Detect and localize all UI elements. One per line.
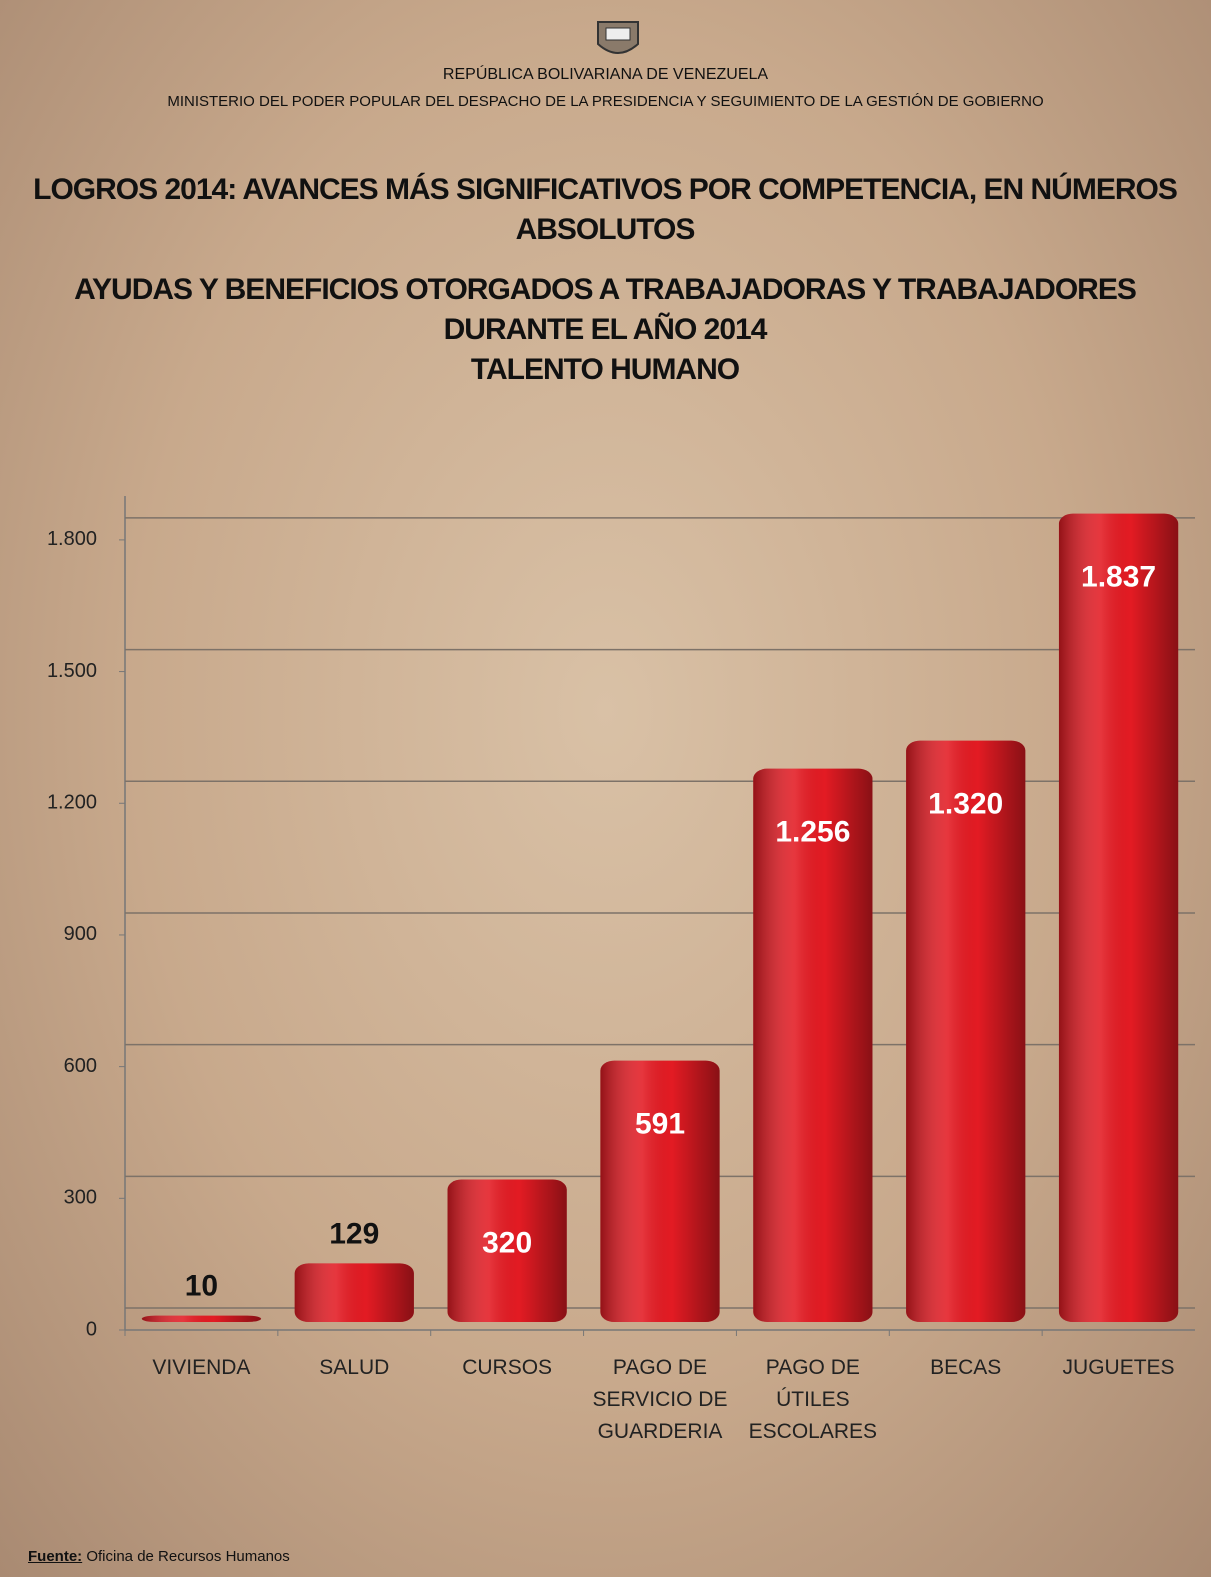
x-tick-label: SALUD	[319, 1356, 390, 1379]
source-label: Fuente:	[28, 1548, 83, 1565]
bar-group	[600, 1060, 720, 1322]
y-tick-label: 1.500	[47, 660, 97, 682]
value-label: 1.320	[928, 788, 1003, 821]
x-tick-label: BECAS	[930, 1356, 1002, 1379]
bar-group	[1058, 513, 1179, 1322]
x-tick-label: PAGO DE ÚTILES ESCOLARES	[748, 1356, 878, 1443]
bar-shade	[294, 1263, 414, 1322]
coat-of-arms	[597, 21, 639, 54]
value-label: 1.256	[775, 816, 850, 849]
value-label: 320	[482, 1226, 532, 1259]
bar-group	[447, 1179, 567, 1322]
y-tick-label: 1.200	[47, 792, 97, 814]
chart-subtitle: TALENTO HUMANO	[470, 353, 740, 386]
value-label: 129	[329, 1217, 379, 1250]
bar-group	[753, 768, 873, 1322]
bar-group	[141, 1315, 262, 1322]
value-label: 10	[185, 1270, 218, 1303]
y-tick-label: 900	[64, 923, 97, 945]
x-tick-label: PAGO DE SERVICIO DE GUARDERIA	[592, 1356, 728, 1443]
ministry: MINISTERIO DEL PODER POPULAR DEL DESPACH…	[167, 93, 1044, 110]
source-text: Oficina de Recursos Humanos	[86, 1548, 290, 1565]
bar-shade	[906, 740, 1026, 1322]
value-label: 591	[635, 1108, 685, 1141]
y-tick-label: 0	[86, 1318, 97, 1340]
source: Fuente: Oficina de Recursos Humanos	[28, 1548, 290, 1565]
y-tick-label: 1.800	[47, 528, 97, 550]
bar-shade	[447, 1179, 567, 1322]
bar-group	[906, 740, 1026, 1322]
bar-shade	[753, 768, 873, 1322]
x-tick-label: JUGUETES	[1062, 1356, 1175, 1379]
bar-shade	[141, 1315, 262, 1322]
bar-group	[294, 1263, 414, 1322]
chart-subtitle: AYUDAS Y BENEFICIOS OTORGADOS A TRABAJAD…	[74, 273, 1137, 346]
bar-shade	[1058, 513, 1179, 1322]
bar-shade	[600, 1060, 720, 1322]
country: REPÚBLICA BOLIVARIANA DE VENEZUELA	[442, 66, 769, 83]
x-tick-label: CURSOS	[462, 1356, 553, 1379]
x-tick-label: VIVIENDA	[152, 1356, 251, 1379]
chart-title: LOGROS 2014: AVANCES MÁS SIGNIFICATIVOS …	[33, 173, 1178, 246]
y-tick-label: 300	[64, 1187, 97, 1209]
value-label: 1.837	[1081, 561, 1156, 594]
y-tick-label: 600	[64, 1055, 97, 1077]
